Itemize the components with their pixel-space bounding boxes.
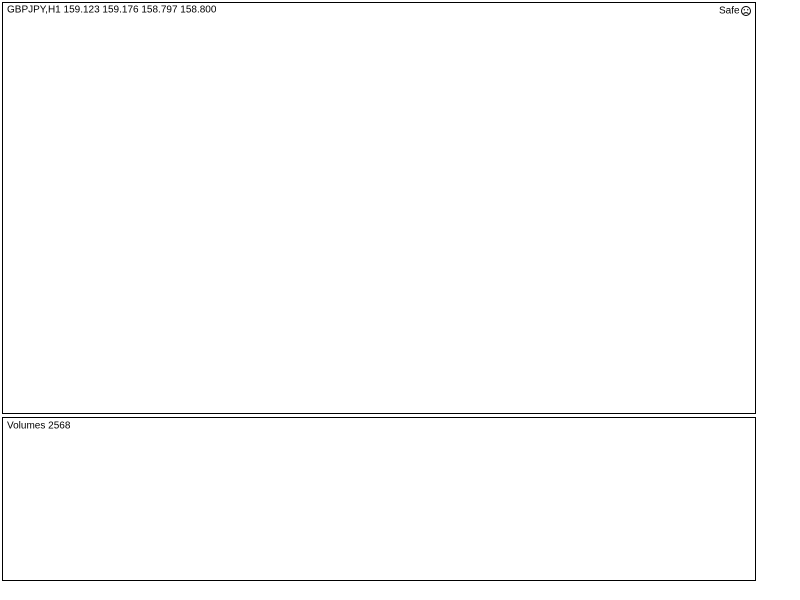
labels: GBPJPY,H1 159.123 159.176 158.797 158.80…: [7, 5, 751, 432]
volume-title: Volumes 2568: [7, 421, 71, 432]
chart-title: GBPJPY,H1 159.123 159.176 158.797 158.80…: [7, 5, 217, 16]
volume-panel-frame: [2, 417, 756, 581]
expert-status: Safe: [719, 6, 740, 17]
price-panel-frame: [2, 2, 756, 414]
smiley-icon: [741, 6, 751, 16]
